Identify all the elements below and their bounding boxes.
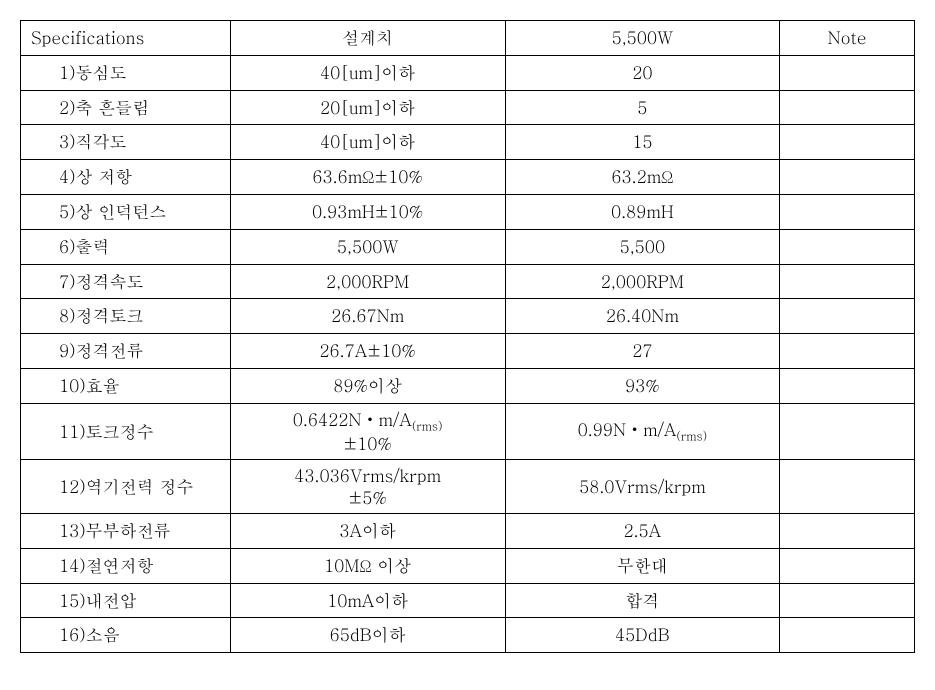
header-spec: Specifications [21, 21, 231, 56]
cell-value: 15 [505, 125, 780, 160]
cell-note [780, 229, 915, 264]
cell-spec: 13)무부하전류 [21, 513, 231, 548]
table-row: 16)소음 65dB이하 45DdB [21, 618, 915, 653]
cell-note [780, 460, 915, 514]
cell-value: 5,500 [505, 229, 780, 264]
cell-value: 합격 [505, 583, 780, 618]
cell-note [780, 403, 915, 460]
cell-note [780, 368, 915, 403]
table-row: 14)절연저항 10MΩ 이상 무한대 [21, 548, 915, 583]
cell-note [780, 125, 915, 160]
cell-spec: 10)효율 [21, 368, 231, 403]
cell-note [780, 55, 915, 90]
cell-spec: 6)출력 [21, 229, 231, 264]
cell-value: 63.2mΩ [505, 160, 780, 195]
cell-value: 58.0Vrms/krpm [505, 460, 780, 514]
cell-design: 89%이상 [230, 368, 505, 403]
table-row: 12)역기전력 정수 43.036Vrms/krpm ±5% 58.0Vrms/… [21, 460, 915, 514]
cell-value: 5 [505, 90, 780, 125]
cell-note [780, 618, 915, 653]
header-design: 설계치 [230, 21, 505, 56]
cell-design: 0.93mH±10% [230, 194, 505, 229]
cell-value: 2,000RPM [505, 264, 780, 299]
cell-note [780, 548, 915, 583]
table-row: 1)동심도 40[um]이하 20 [21, 55, 915, 90]
cell-design: 10MΩ 이상 [230, 548, 505, 583]
table-row: 2)축 흔들림 20[um]이하 5 [21, 90, 915, 125]
table-row: 3)직각도 40[um]이하 15 [21, 125, 915, 160]
cell-value: 20 [505, 55, 780, 90]
cell-value: 26.40Nm [505, 299, 780, 334]
cell-value-line1: 0.99N・m/A [578, 417, 677, 441]
cell-design: 5,500W [230, 229, 505, 264]
cell-design-line2: ±5% [348, 485, 386, 509]
table-row: 15)내전압 10mA이하 합격 [21, 583, 915, 618]
table-row: 6)출력 5,500W 5,500 [21, 229, 915, 264]
cell-spec: 16)소음 [21, 618, 231, 653]
table-row: 13)무부하전류 3A이하 2.5A [21, 513, 915, 548]
table-row: 8)정격토크 26.67Nm 26.40Nm [21, 299, 915, 334]
cell-design: 20[um]이하 [230, 90, 505, 125]
cell-spec: 8)정격토크 [21, 299, 231, 334]
cell-spec: 14)절연저항 [21, 548, 231, 583]
cell-spec: 5)상 인덕턴스 [21, 194, 231, 229]
table-row: 10)효율 89%이상 93% [21, 368, 915, 403]
cell-design: 3A이하 [230, 513, 505, 548]
cell-design: 10mA이하 [230, 583, 505, 618]
cell-spec: 7)정격속도 [21, 264, 231, 299]
cell-design-line1: 0.6422N・m/A [293, 407, 412, 431]
cell-value: 0.99N・m/A(rms) [505, 403, 780, 460]
cell-spec: 3)직각도 [21, 125, 231, 160]
cell-design: 65dB이하 [230, 618, 505, 653]
cell-note [780, 194, 915, 229]
cell-spec: 15)내전압 [21, 583, 231, 618]
header-note: Note [780, 21, 915, 56]
cell-value: 무한대 [505, 548, 780, 583]
cell-design: 2,000RPM [230, 264, 505, 299]
cell-value-sub: (rms) [676, 427, 707, 444]
table-row: 7)정격속도 2,000RPM 2,000RPM [21, 264, 915, 299]
table-header-row: Specifications 설계치 5,500W Note [21, 21, 915, 56]
cell-note [780, 160, 915, 195]
cell-design: 40[um]이하 [230, 55, 505, 90]
cell-value: 93% [505, 368, 780, 403]
cell-note [780, 583, 915, 618]
cell-design: 26.7A±10% [230, 334, 505, 369]
cell-note [780, 299, 915, 334]
cell-spec: 4)상 저항 [21, 160, 231, 195]
cell-note [780, 264, 915, 299]
cell-spec: 2)축 흔들림 [21, 90, 231, 125]
table-row: 11)토크정수 0.6422N・m/A(rms) ±10% 0.99N・m/A(… [21, 403, 915, 460]
table-row: 5)상 인덕턴스 0.93mH±10% 0.89mH [21, 194, 915, 229]
cell-design: 63.6mΩ±10% [230, 160, 505, 195]
cell-spec: 1)동심도 [21, 55, 231, 90]
cell-spec: 12)역기전력 정수 [21, 460, 231, 514]
cell-spec: 9)정격전류 [21, 334, 231, 369]
cell-design: 26.67Nm [230, 299, 505, 334]
specifications-table: Specifications 설계치 5,500W Note 1)동심도 40[… [20, 20, 915, 653]
cell-value: 0.89mH [505, 194, 780, 229]
cell-design: 43.036Vrms/krpm ±5% [230, 460, 505, 514]
cell-note [780, 90, 915, 125]
cell-value: 27 [505, 334, 780, 369]
cell-spec: 11)토크정수 [21, 403, 231, 460]
cell-value: 2.5A [505, 513, 780, 548]
cell-design-sub: (rms) [412, 417, 443, 434]
table-row: 4)상 저항 63.6mΩ±10% 63.2mΩ [21, 160, 915, 195]
cell-design-line2: ±10% [343, 431, 392, 455]
table-row: 9)정격전류 26.7A±10% 27 [21, 334, 915, 369]
header-value: 5,500W [505, 21, 780, 56]
cell-note [780, 334, 915, 369]
cell-note [780, 513, 915, 548]
cell-value: 45DdB [505, 618, 780, 653]
cell-design: 0.6422N・m/A(rms) ±10% [230, 403, 505, 460]
cell-design: 40[um]이하 [230, 125, 505, 160]
